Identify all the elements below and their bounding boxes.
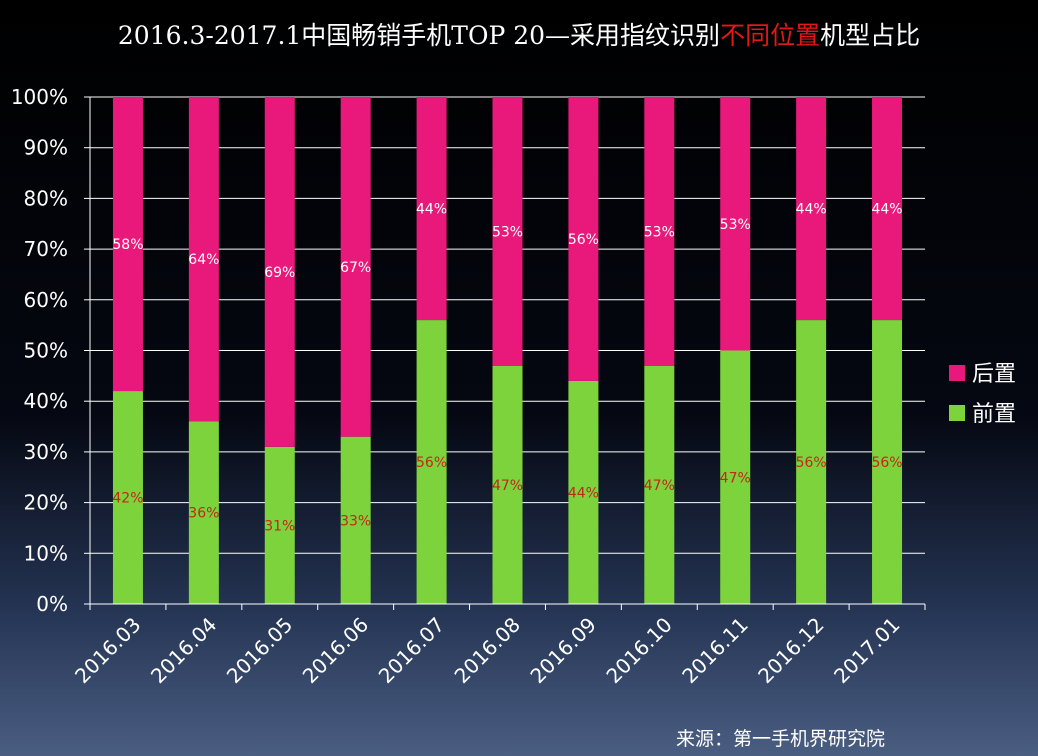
- data-label-front: 36%: [188, 506, 219, 522]
- bar-front: [188, 421, 219, 604]
- bar-back: [568, 97, 599, 381]
- y-tick-label: 50%: [24, 339, 68, 363]
- data-label-back: 64%: [188, 252, 219, 268]
- bar-front: [112, 391, 143, 604]
- x-axis-ticks: 2016.03 2016.04 2016.05 2016.06 2016.07 2016.…: [70, 613, 905, 688]
- x-tick-label: 2016.07: [374, 613, 449, 688]
- y-tick-label: 0%: [36, 592, 68, 616]
- data-label-back: 53%: [644, 224, 675, 240]
- x-tick-label: 2017.01: [829, 613, 904, 688]
- x-axis: [89, 97, 926, 610]
- legend-label: 后置: [972, 362, 1016, 387]
- y-tick-label: 40%: [24, 389, 68, 413]
- data-label-back: 58%: [112, 237, 143, 253]
- x-tick-label: 2016.04: [146, 613, 221, 688]
- data-label-front: 44%: [568, 485, 599, 501]
- chart-title-highlight: 不同位置: [720, 21, 821, 50]
- chart-title: 2016.3-2017.1中国畅销手机TOP 20—采用指纹识别不同位置机型占比: [0, 16, 1038, 52]
- data-label-back: 44%: [796, 202, 827, 218]
- y-tick-label: 70%: [24, 237, 68, 261]
- x-tick-label: 2016.03: [70, 613, 145, 688]
- y-tick-label: 30%: [24, 440, 68, 464]
- bar-back: [416, 97, 447, 321]
- data-label-back: 44%: [416, 202, 447, 218]
- data-label-back: 56%: [568, 232, 599, 248]
- x-tick-label: 2016.05: [222, 613, 297, 688]
- data-label-front: 47%: [644, 478, 675, 494]
- bar-back: [644, 97, 675, 366]
- bar-back: [872, 97, 903, 321]
- data-label-back: 67%: [340, 260, 371, 276]
- data-label-back: 53%: [720, 217, 751, 233]
- data-label-front: 42%: [112, 491, 143, 507]
- y-tick-label: 60%: [24, 288, 68, 312]
- y-tick-label: 80%: [24, 186, 68, 210]
- x-tick-label: 2016.12: [753, 613, 828, 688]
- bar-back: [720, 97, 751, 351]
- data-label-front: 47%: [492, 478, 523, 494]
- bar-front: [568, 380, 599, 604]
- y-tick-label: 10%: [24, 541, 68, 565]
- bar-back: [188, 97, 219, 422]
- y-tick-label: 90%: [24, 136, 68, 160]
- bar-back: [112, 97, 143, 392]
- data-label-back: 53%: [492, 224, 523, 240]
- data-label-front: 33%: [340, 513, 371, 529]
- x-tick-label: 2016.10: [601, 613, 676, 688]
- bar-front: [340, 436, 371, 604]
- data-label-front: 31%: [264, 518, 295, 534]
- bar-back: [340, 97, 371, 437]
- bar-front: [720, 350, 751, 604]
- bar-front: [264, 446, 295, 604]
- bar-back: [264, 97, 295, 447]
- source-note: 来源：第一手机界研究院: [676, 728, 886, 750]
- bars: [112, 97, 903, 604]
- legend-swatch: [949, 365, 965, 381]
- y-axis-ticks: 0% 10% 20% 30% 40% 50% 60% 70% 80% 90% 100%: [11, 85, 68, 616]
- x-tick-label: 2016.08: [450, 613, 525, 688]
- chart-title-suffix: 机型占比: [820, 21, 921, 50]
- bar-front: [796, 320, 827, 604]
- x-tick-label: 2016.11: [677, 613, 752, 688]
- bar-front: [872, 320, 903, 604]
- bar-front: [416, 320, 447, 604]
- data-label-back: 44%: [871, 202, 902, 218]
- data-label-front: 56%: [871, 455, 902, 471]
- y-tick-label: 20%: [24, 491, 68, 515]
- data-label-back: 69%: [264, 265, 295, 281]
- y-tick-label: 100%: [11, 85, 68, 109]
- data-labels: 42% 58% 36% 64% 31% 69% 33% 67% 56% 44% 47% 53% 44% 5…: [112, 202, 902, 535]
- data-label-front: 56%: [416, 455, 447, 471]
- bar-back: [796, 97, 827, 321]
- data-label-front: 56%: [796, 455, 827, 471]
- x-tick-label: 2016.09: [525, 613, 600, 688]
- bar-back: [492, 97, 523, 366]
- bar-front: [492, 365, 523, 604]
- data-label-front: 47%: [720, 470, 751, 486]
- legend-swatch: [949, 405, 965, 421]
- bar-front: [644, 365, 675, 604]
- legend-label: 前置: [972, 402, 1016, 427]
- chart-title-prefix: 2016.3-2017.1中国畅销手机TOP 20—采用指纹识别: [117, 21, 721, 50]
- x-tick-label: 2016.06: [298, 613, 373, 688]
